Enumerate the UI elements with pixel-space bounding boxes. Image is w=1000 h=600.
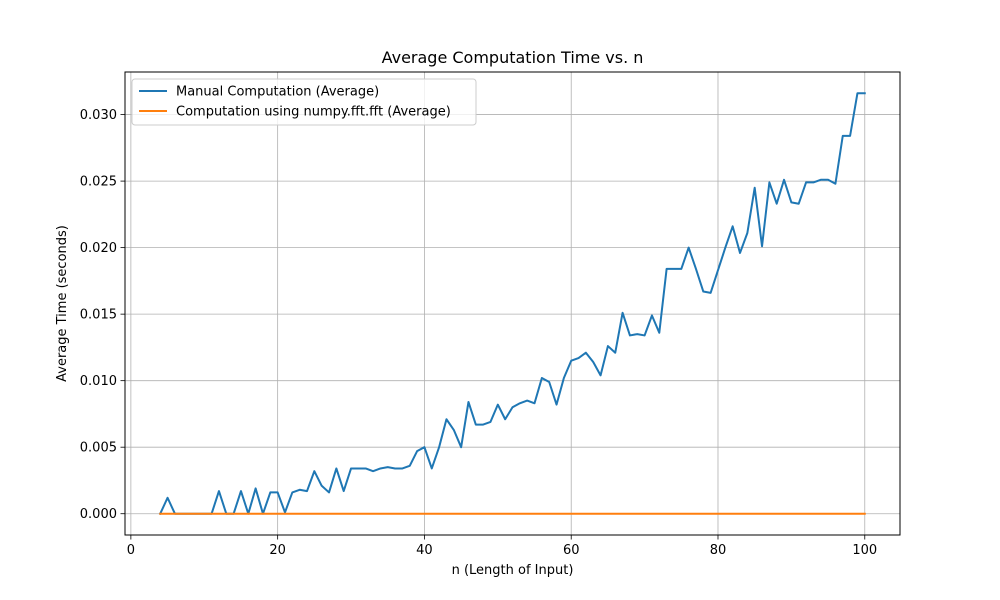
y-tick-label: 0.005 <box>80 441 117 456</box>
y-tick-label: 0.015 <box>80 308 117 323</box>
y-tick-label: 0.010 <box>80 374 117 389</box>
y-tick-label: 0.020 <box>80 241 117 256</box>
x-tick-label: 80 <box>710 543 727 558</box>
x-axis-ticks: 0 20 40 60 80 100 <box>127 535 877 558</box>
y-tick-label: 0.030 <box>80 108 117 123</box>
x-tick-label: 20 <box>269 543 286 558</box>
x-axis-title: n (Length of Input) <box>452 563 574 578</box>
legend-label-numpy: Computation using numpy.fft.fft (Average… <box>176 105 451 120</box>
x-tick-label: 100 <box>852 543 877 558</box>
x-tick-label: 0 <box>127 543 135 558</box>
legend-box <box>131 78 477 126</box>
legend: Manual Computation (Average) Computation… <box>131 78 477 126</box>
x-tick-label: 40 <box>416 543 433 558</box>
y-tick-label: 0.025 <box>80 175 117 190</box>
series-line-manual <box>158 92 866 516</box>
y-tick-label: 0.000 <box>80 507 117 522</box>
x-tick-label: 60 <box>563 543 580 558</box>
plot-series <box>158 92 866 516</box>
plot-frame <box>124 71 901 536</box>
y-axis-title: Average Time (seconds) <box>55 225 70 382</box>
y-axis-ticks: 0.000 0.005 0.010 0.015 0.020 0.025 0.030 <box>80 108 125 522</box>
legend-label-manual: Manual Computation (Average) <box>176 85 379 100</box>
chart-title: Average Computation Time vs. n <box>382 48 644 67</box>
